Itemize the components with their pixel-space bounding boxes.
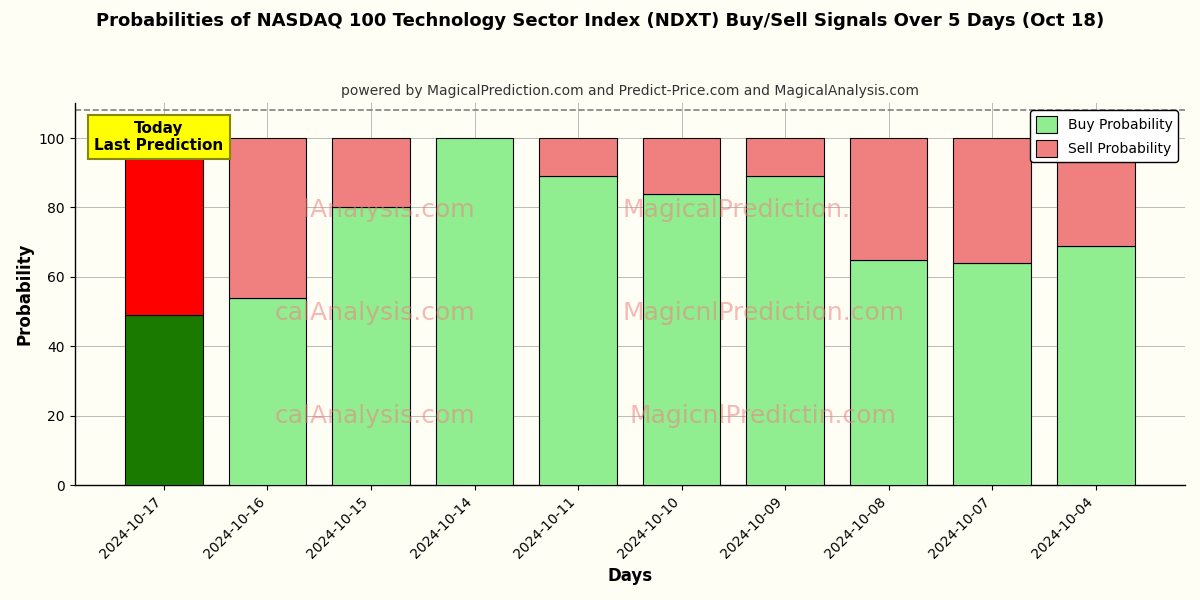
Bar (1057, 138, 1134, 245)
Bar (125, 138, 203, 315)
Bar (539, 176, 617, 485)
Bar (850, 260, 928, 485)
Bar (953, 263, 1031, 485)
Bar (229, 138, 306, 298)
Title: powered by MagicalPrediction.com and Predict-Price.com and MagicalAnalysis.com: powered by MagicalPrediction.com and Pre… (341, 84, 919, 98)
Text: MagicnlPrediction.com: MagicnlPrediction.com (622, 301, 904, 325)
Bar (746, 176, 824, 485)
Text: Today
Last Prediction: Today Last Prediction (94, 121, 223, 153)
Text: calAnalysis.com: calAnalysis.com (274, 404, 475, 428)
Text: calAnalysis.com: calAnalysis.com (274, 301, 475, 325)
Bar (436, 138, 514, 485)
Bar (539, 138, 617, 176)
Bar (229, 298, 306, 485)
Bar (953, 138, 1031, 263)
Y-axis label: Probability: Probability (16, 243, 34, 346)
Bar (746, 138, 824, 176)
Bar (125, 315, 203, 485)
Bar (332, 138, 410, 208)
Text: calAnalysis.com: calAnalysis.com (274, 198, 475, 222)
Text: Probabilities of NASDAQ 100 Technology Sector Index (NDXT) Buy/Sell Signals Over: Probabilities of NASDAQ 100 Technology S… (96, 12, 1104, 30)
X-axis label: Days: Days (607, 567, 653, 585)
Bar (643, 138, 720, 194)
Legend: Buy Probability, Sell Probability: Buy Probability, Sell Probability (1030, 110, 1178, 162)
Text: MagicnlPredictin.com: MagicnlPredictin.com (630, 404, 896, 428)
Bar (643, 194, 720, 485)
Text: MagicalPrediction.com: MagicalPrediction.com (623, 198, 904, 222)
Bar (850, 138, 928, 260)
Bar (1057, 245, 1134, 485)
Bar (332, 208, 410, 485)
